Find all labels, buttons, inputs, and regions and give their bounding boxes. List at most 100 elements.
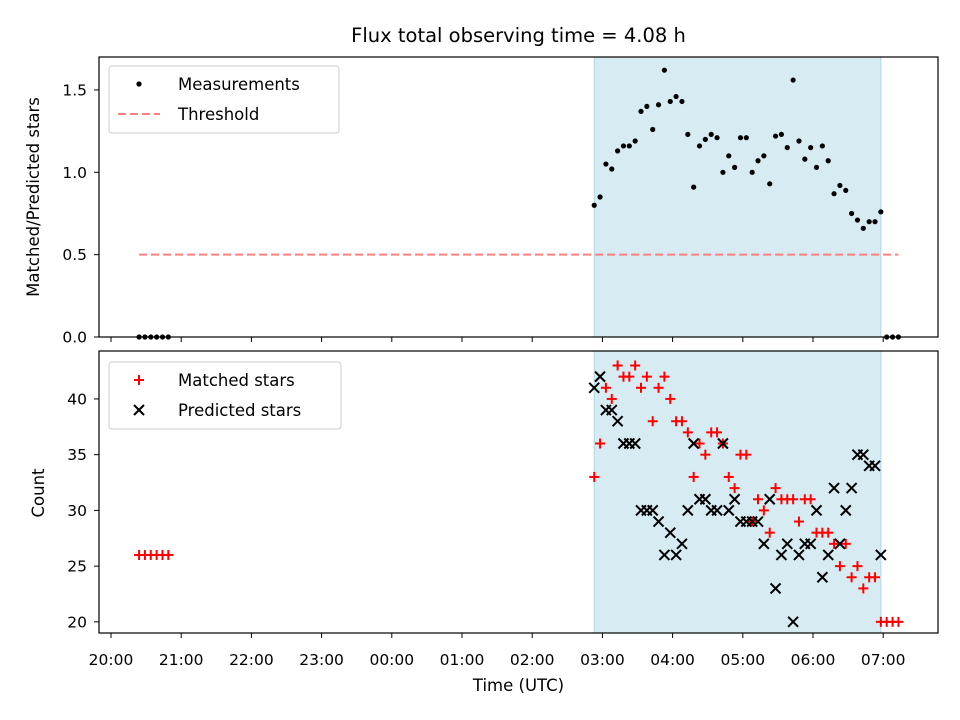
y-tick-label: 1.0 bbox=[62, 164, 87, 182]
measurement-point bbox=[591, 202, 597, 208]
predicted-star-point bbox=[804, 538, 817, 550]
legend-label: Threshold bbox=[177, 105, 259, 124]
predicted-star-point bbox=[758, 538, 770, 550]
measurement-point bbox=[790, 77, 796, 83]
measurement-point bbox=[691, 184, 697, 190]
matched-star-point bbox=[630, 360, 641, 371]
measurement-point bbox=[860, 225, 866, 231]
predicted-star-point bbox=[869, 460, 881, 472]
predicted-star-point bbox=[682, 504, 694, 517]
matched-star-point bbox=[712, 427, 723, 438]
bottom-panel: 20 25 30 35 40 20:00 21:00 22:00 23:00 00:00 01:0… bbox=[29, 350, 939, 695]
measurement-point bbox=[831, 191, 837, 197]
x-tick-label: 21:00 bbox=[159, 651, 204, 669]
measurement-point bbox=[732, 164, 738, 170]
measurement-point bbox=[632, 138, 638, 144]
matched-star-point bbox=[606, 393, 617, 404]
x-tick-label: 00:00 bbox=[369, 651, 414, 669]
top-observing-window bbox=[593, 56, 882, 338]
measurement-point bbox=[679, 98, 685, 105]
matched-star-point bbox=[758, 505, 769, 516]
legend-label: Matched stars bbox=[178, 371, 295, 390]
measurement-point bbox=[772, 133, 779, 139]
top-x-ticks bbox=[110, 337, 884, 342]
matched-star-point bbox=[834, 561, 845, 572]
predicted-star-point bbox=[652, 515, 665, 528]
predicted-star-point bbox=[810, 504, 823, 517]
measurement-point bbox=[714, 135, 720, 141]
measurement-point bbox=[720, 169, 726, 175]
measurement-point bbox=[650, 126, 656, 133]
predicted-star-point bbox=[664, 526, 676, 539]
matched-star-point bbox=[723, 471, 734, 482]
predicted-star-point bbox=[769, 582, 782, 595]
x-axis-label: Time (UTC) bbox=[472, 676, 564, 695]
measurement-point bbox=[620, 143, 627, 149]
top-axes-frame bbox=[98, 56, 939, 338]
bottom-x-ticks: 20:00 21:00 22:00 23:00 00:00 01:00 02:00 03:00… bbox=[89, 633, 906, 669]
y-tick-label: 35 bbox=[67, 446, 87, 464]
measurement-point bbox=[749, 169, 755, 175]
predicted-star-point bbox=[875, 549, 887, 561]
matched-star-point bbox=[636, 382, 647, 393]
predicted-star-point bbox=[629, 437, 641, 450]
matched-star-point bbox=[688, 471, 699, 482]
predicted-star-point bbox=[857, 448, 870, 461]
legend-marker-matched bbox=[134, 375, 144, 385]
predicted-star-point bbox=[611, 415, 624, 427]
matched-star-point bbox=[764, 527, 775, 538]
top-y-axis-label: Matched/Predicted stars bbox=[24, 97, 43, 297]
predicted-star-point bbox=[822, 549, 834, 561]
observing-window-band bbox=[593, 350, 882, 634]
x-tick-label: 23:00 bbox=[299, 651, 344, 669]
measurement-point bbox=[796, 138, 802, 144]
measurement-point bbox=[878, 209, 884, 215]
predicted-star-point bbox=[816, 571, 829, 583]
top-y-ticks: 0.0 0.5 1.0 1.5 bbox=[62, 81, 99, 347]
predicted-star-point bbox=[606, 404, 618, 416]
x-tick-label: 07:00 bbox=[861, 651, 906, 669]
matched-star-point bbox=[823, 527, 834, 538]
matched-star-point bbox=[846, 572, 857, 583]
measurement-point bbox=[767, 181, 773, 187]
predicted-star-point bbox=[845, 482, 858, 494]
predicted-star-point bbox=[711, 504, 723, 517]
measurement-point bbox=[702, 136, 708, 142]
measurement-point bbox=[708, 131, 714, 138]
predicted-star-point bbox=[670, 549, 682, 561]
x-tick-label: 04:00 bbox=[650, 651, 695, 669]
predicted-star-point bbox=[658, 549, 671, 561]
measurement-point bbox=[638, 108, 644, 114]
bottom-observing-window bbox=[593, 350, 882, 634]
chart-title: Flux total observing time = 4.08 h bbox=[351, 24, 686, 47]
matched-star-point bbox=[589, 471, 600, 482]
y-tick-label: 0.5 bbox=[62, 246, 87, 264]
matched-star-point bbox=[647, 416, 658, 427]
matched-star-point bbox=[612, 360, 623, 371]
predicted-star-point bbox=[728, 493, 741, 505]
matched-star-point bbox=[676, 416, 687, 427]
y-tick-label: 0.0 bbox=[62, 329, 87, 347]
matched-star-point bbox=[770, 483, 781, 494]
measurement-point bbox=[661, 67, 668, 73]
measurement-point bbox=[854, 217, 861, 223]
predicted-star-point bbox=[834, 538, 846, 550]
matched-star-point bbox=[665, 393, 676, 404]
matched-star-point bbox=[682, 427, 693, 438]
top-legend: Measurements Threshold bbox=[108, 65, 340, 134]
matched-star-point bbox=[659, 371, 670, 382]
predicted-star-point bbox=[775, 549, 788, 561]
predicted-star-point bbox=[699, 493, 712, 505]
measurement-point bbox=[837, 182, 843, 189]
legend-box bbox=[108, 65, 340, 134]
measurement-point bbox=[872, 219, 878, 225]
measurement-point bbox=[808, 144, 814, 151]
matched-star-point bbox=[595, 438, 606, 449]
measurement-point bbox=[685, 131, 691, 138]
measurement-point bbox=[813, 164, 820, 170]
matched-star-point bbox=[840, 538, 851, 549]
legend-marker-predicted bbox=[133, 404, 145, 416]
measurement-point bbox=[667, 98, 673, 105]
matched-star-point bbox=[641, 371, 652, 382]
measurement-point bbox=[784, 144, 790, 151]
